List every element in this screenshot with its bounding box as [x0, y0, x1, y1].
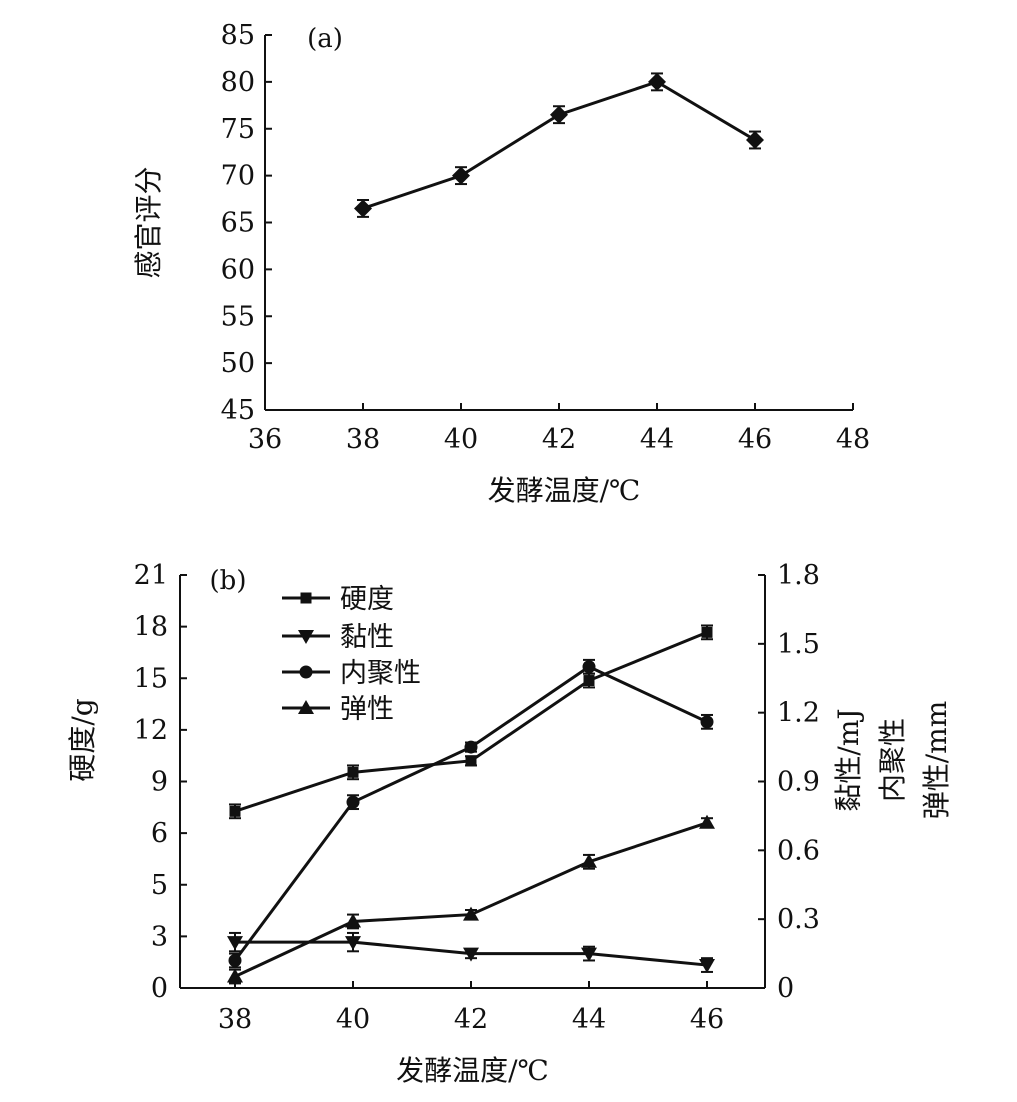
panel-b-data-point-3	[699, 814, 715, 829]
panel-a-y-tick-label: 75	[221, 114, 255, 145]
panel-a-x-tick-label: 42	[542, 424, 576, 455]
panel-b-series-line-0	[234, 630, 708, 813]
panel-b-right-y-tick-label: 0.6	[777, 835, 820, 866]
panel-a-data-point	[648, 72, 666, 91]
panel-a-x-tick-label: 46	[738, 424, 772, 455]
panel-a-y-axis-label: 感官评分	[132, 166, 165, 278]
panel-b-right-y-tick-label: 1.5	[777, 629, 820, 660]
panel-b-data-point-0	[583, 675, 595, 687]
legend-marker-3	[298, 700, 314, 714]
panel-b-left-y-tick-label: 15	[134, 663, 168, 694]
legend-label-0: 硬度	[340, 584, 394, 615]
panel-b-data-point-1	[581, 947, 597, 962]
panel-b-left-y-axis-label: 硬度/g	[66, 698, 99, 781]
panel-b-left-y-tick-label: 9	[151, 767, 168, 798]
panel-a-data-point	[550, 105, 568, 124]
panel-b-x-tick-label: 42	[454, 1004, 488, 1035]
panel-a-data-point	[452, 166, 470, 185]
panel-b-data-point-0	[465, 755, 477, 767]
panel-b-data-point-0	[229, 805, 241, 817]
panel-a-x-tick-label: 44	[640, 424, 674, 455]
panel-b-left-y-tick-label: 12	[134, 715, 168, 746]
panel-a-y-tick-label: 80	[221, 67, 255, 98]
panel-b-data-point-3	[581, 853, 597, 868]
panel-b-data-point-2	[346, 795, 360, 809]
legend-label-1: 黏性	[340, 622, 394, 653]
panel-b-label: (b)	[210, 566, 247, 596]
panel-b-x-axis-label: 发酵温度/℃	[396, 1054, 549, 1087]
panel-a-label: (a)	[307, 24, 343, 54]
panel-b-left-y-tick-label: 5	[151, 870, 168, 901]
panel-b-data-point-1	[345, 936, 361, 951]
panel-b-right-y-axis-label: 弹性/mm	[920, 701, 953, 820]
panel-a-x-tick-label: 38	[346, 424, 380, 455]
panel-b-right-y-tick-label: 0.3	[777, 904, 820, 935]
legend-label-2: 内聚性	[340, 658, 421, 689]
legend-marker-1	[298, 630, 314, 644]
panel-b-data-point-0	[347, 766, 359, 778]
panel-b-x-tick-label: 44	[572, 1004, 606, 1035]
panel-b-data-point-2	[228, 953, 242, 967]
panel-a-data-point	[354, 199, 372, 218]
panel-b-x-tick-label: 46	[690, 1004, 724, 1035]
panel-a-y-tick-label: 60	[221, 254, 255, 285]
panel-b-left-y-tick-label: 3	[151, 921, 168, 952]
panel-a-x-axis-label: 发酵温度/℃	[488, 474, 641, 507]
panel-b-data-point-2	[464, 740, 478, 754]
panel-b-right-y-axis-label: 黏性/mJ	[832, 708, 865, 811]
panel-a-x-tick-label: 48	[836, 424, 870, 455]
panel-b-x-tick-label: 38	[218, 1004, 252, 1035]
panel-b-data-point-2	[582, 660, 596, 674]
panel-b-data-point-1	[463, 947, 479, 962]
panel-b-data-point-3	[463, 906, 479, 921]
panel-b-data-point-3	[345, 913, 361, 928]
panel-b-data-point-1	[699, 959, 715, 974]
panel-b-right-y-tick-label: 0	[777, 973, 794, 1004]
panel-b-right-y-tick-label: 0.9	[777, 767, 820, 798]
panel-b-right-y-tick-label: 1.8	[777, 560, 820, 591]
panel-a-y-tick-label: 70	[221, 161, 255, 192]
legend-marker-2	[299, 665, 313, 679]
legend-marker-0	[300, 592, 312, 604]
panel-a-x-tick-label: 40	[444, 424, 478, 455]
panel-b-right-y-tick-label: 1.2	[777, 698, 820, 729]
panel-b-left-y-tick-label: 0	[151, 973, 168, 1004]
panel-b-data-point-1	[227, 936, 243, 951]
panel-b-left-y-tick-label: 6	[151, 818, 168, 849]
panel-a-data-point	[746, 131, 764, 149]
panel-b-right-y-axis-label: 内聚性	[876, 718, 909, 802]
panel-a-y-tick-label: 55	[221, 301, 255, 332]
panel-b-data-point-2	[700, 715, 714, 729]
panel-a-series-line	[362, 80, 756, 210]
panel-b-data-point-3	[227, 968, 243, 983]
panel-a-y-tick-label: 45	[221, 395, 255, 426]
panel-b-data-point-0	[701, 626, 713, 638]
panel-b-left-y-tick-label: 18	[134, 612, 168, 643]
panel-a-y-tick-label: 65	[221, 208, 255, 239]
panel-a-y-tick-label: 85	[221, 20, 255, 51]
panel-a-x-tick-label: 36	[248, 424, 282, 455]
panel-a-y-tick-label: 50	[221, 348, 255, 379]
panel-b-left-y-tick-label: 21	[134, 560, 168, 591]
legend-label-3: 弹性	[340, 694, 394, 725]
panel-b-x-tick-label: 40	[336, 1004, 370, 1035]
